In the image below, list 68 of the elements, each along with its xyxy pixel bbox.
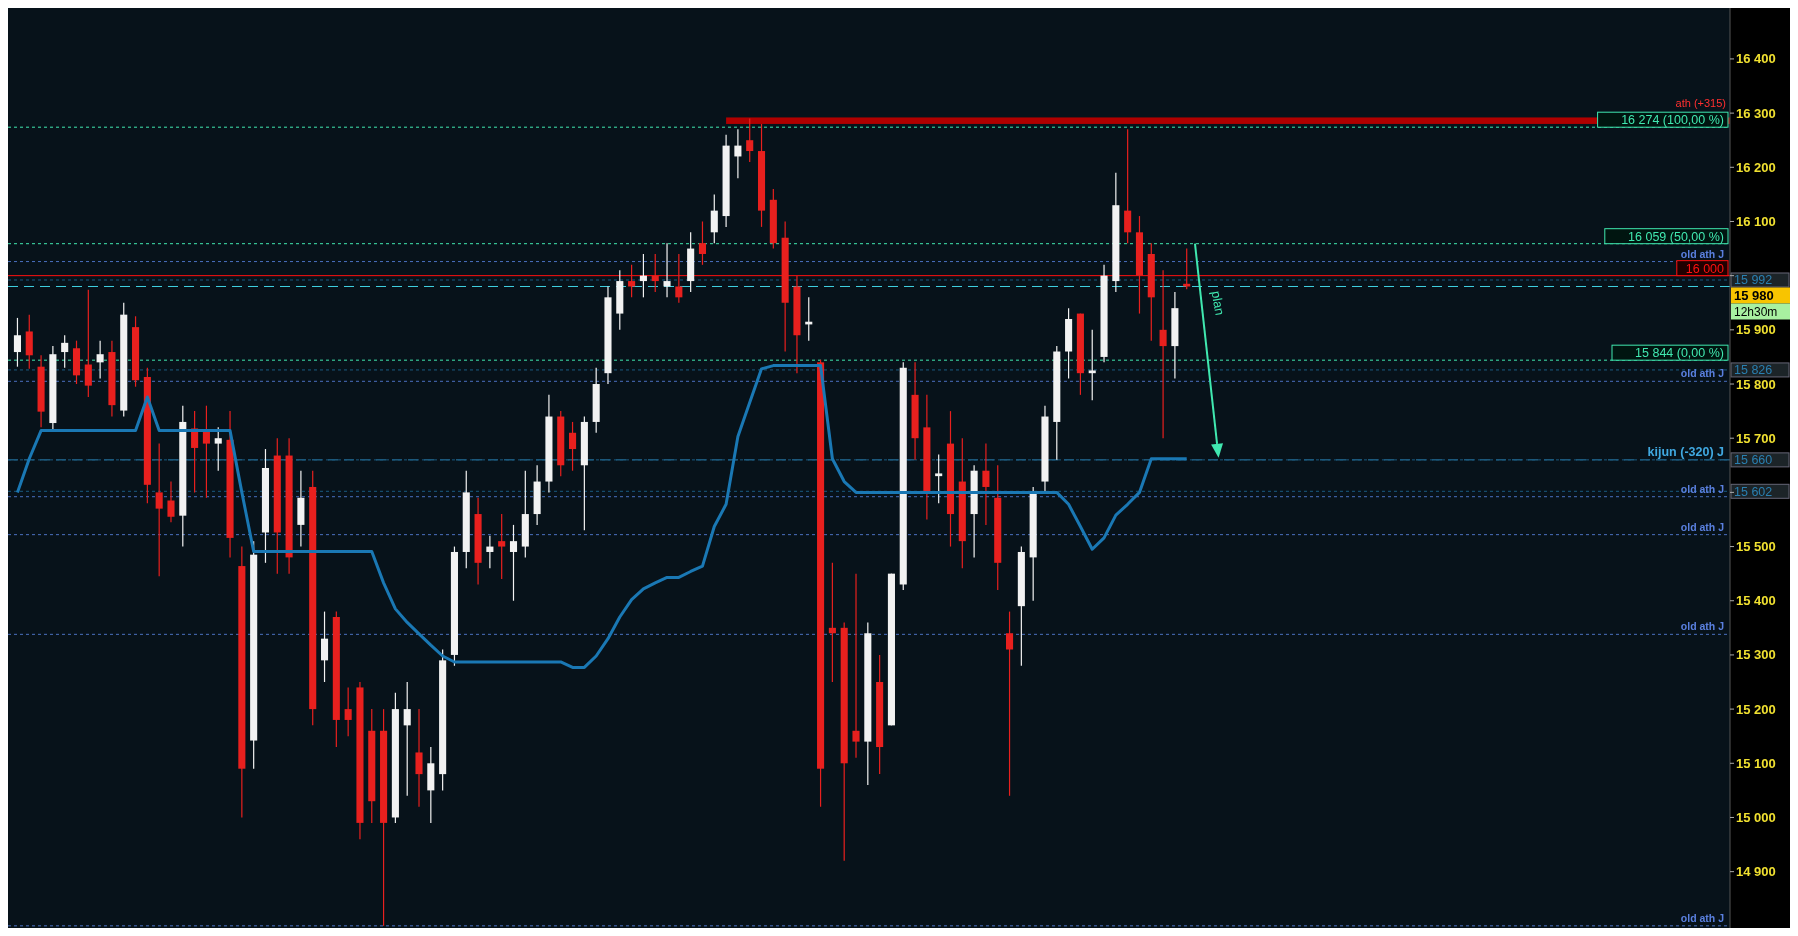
candlestick [852,573,860,759]
ref-line-label: old ath J [1680,911,1725,924]
ref-line-label: 15 660 [1734,453,1773,468]
candlestick [663,242,671,298]
ref-line-label: 15 992 [1734,273,1773,288]
y-tick-label: 15 400 [1736,593,1776,609]
y-tick-label: 15 200 [1736,701,1776,717]
line-series [15,364,1189,669]
ref-line-label: 16 000 [1685,261,1725,276]
y-tick-label: 15 800 [1736,376,1776,392]
y-tick-label: 15 300 [1736,647,1776,663]
candlestick [509,524,518,602]
ref-line-label: 15 844 (0,00 %) [1635,346,1724,361]
candlestick [202,405,210,499]
candlestick [1124,128,1132,244]
ref-line-label: 16 274 (100,00 %) [1621,113,1724,128]
candlestick [569,421,577,472]
candlestick [1159,269,1167,439]
y-tick-label: 15 500 [1736,539,1776,555]
y-tick-label: 16 300 [1736,105,1776,121]
y-tick-label: 16 200 [1736,159,1776,175]
ref-line-label: old ath J [1680,620,1725,633]
candlestick [486,535,494,569]
y-tick-label: 15 000 [1736,809,1776,825]
candlestick [1088,329,1096,401]
y-tick-label: 14 900 [1736,864,1776,880]
ref-line-label: kijun (-320) J [1647,444,1725,459]
candlestick [828,562,836,683]
band-label: ath (+315) [1675,97,1726,110]
y-tick-label: 15 900 [1736,322,1776,338]
ref-line-label: old ath J [1680,520,1725,533]
ref-line-label: 16 059 (50,00 %) [1628,229,1724,244]
candlestick [698,220,707,266]
candlestick [415,708,423,808]
candlestick [710,193,718,244]
y-tick-label: 15 700 [1736,430,1776,446]
candlestick [651,253,659,293]
candlestick [935,453,943,504]
y-tick-label: 16 400 [1736,51,1776,67]
candlestick [639,253,647,298]
candlestick [96,340,104,380]
text: plan [1208,289,1228,317]
candlestick [628,264,636,298]
candlestick [167,480,175,523]
y-tick-label: 16 100 [1736,213,1776,229]
ref-line-label: old ath J [1680,367,1725,380]
ref-line-label: 15 826 [1734,363,1773,378]
candlestick [498,513,506,580]
candlestick [344,686,352,737]
candlestick [13,317,21,368]
candlestick [25,314,33,370]
candlestick [675,253,683,304]
text: 12h30m [1734,305,1778,320]
candlestick [403,681,411,797]
candlestick [214,426,222,472]
candlestick [746,117,754,163]
ref-line-label: 15 602 [1734,484,1773,499]
y-tick-label: 15 100 [1736,755,1776,771]
candlestick [61,334,69,369]
ref-line-label: old ath J [1680,482,1725,495]
candlestick [155,443,163,577]
ref-line-label: old ath J [1680,247,1725,260]
candlestick [320,610,329,683]
candlestick [1006,610,1014,797]
candlestick [84,289,92,398]
candlestick [982,443,990,526]
candlestick [734,128,742,179]
ref-line-label: 15 980 [1734,288,1774,304]
